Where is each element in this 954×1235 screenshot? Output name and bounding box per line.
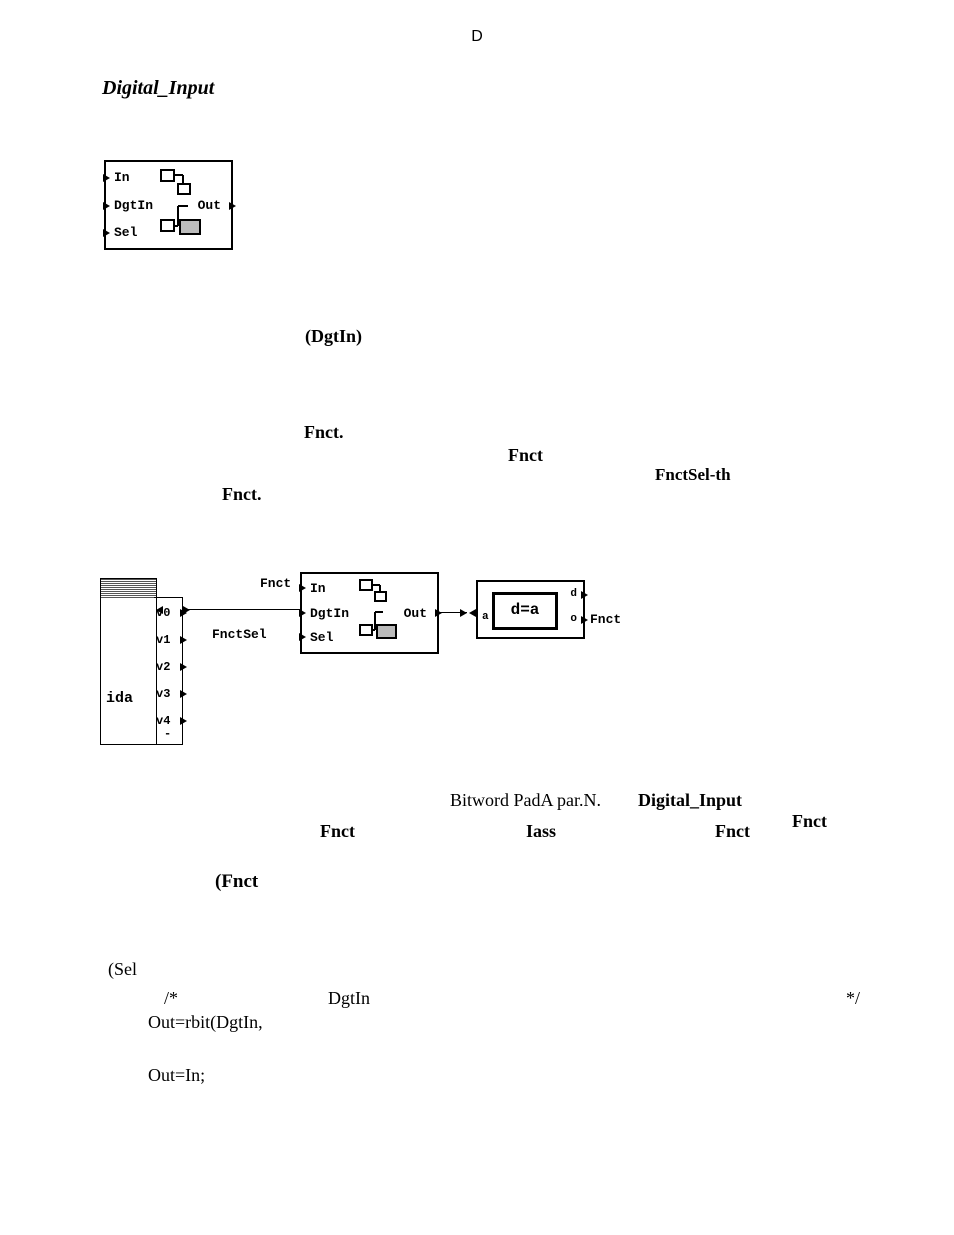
top-block-diagram: In DgtIn Sel Out (104, 160, 233, 250)
triangle-icon (180, 717, 187, 725)
v-port: v2 (156, 659, 170, 675)
triangle-icon (299, 609, 306, 617)
fnctsel-label: FnctSel-th (655, 464, 731, 487)
triangle-icon (229, 202, 236, 210)
page-title: Digital_Input (102, 75, 214, 102)
digital-input-block: In DgtIn Sel Out (300, 572, 439, 654)
compare-block: a d=a d o (476, 580, 585, 639)
arrowhead-icon (156, 606, 163, 614)
fnct-text: Fnct (320, 819, 355, 843)
o-port: o (570, 612, 577, 627)
dash: - (164, 726, 171, 742)
code-sel: (Sel (108, 957, 137, 981)
fnct-out-label: Fnct (590, 611, 621, 629)
top-block-dgtin: DgtIn (114, 197, 153, 215)
mux-icon (158, 166, 208, 244)
triangle-icon (299, 584, 306, 592)
middle-diagram: ida v0 v1 v2 v3 v4 - Fnct FnctSel In Dgt… (100, 578, 620, 748)
digital-input-text: Digital_Input (638, 788, 742, 812)
mid-dgtin: DgtIn (310, 605, 349, 623)
triangle-icon (180, 663, 187, 671)
triangle-icon (103, 229, 110, 237)
page-header-letter: D (471, 26, 483, 48)
top-block-in: In (114, 169, 130, 187)
dgtin-paren: (DgtIn) (305, 324, 362, 348)
fnct-text: Fnct (792, 809, 827, 833)
a-port: a (482, 610, 489, 625)
d-port: d (570, 587, 577, 602)
fnct-label: Fnct (508, 443, 543, 467)
triangle-icon (581, 616, 588, 624)
mid-sel: Sel (310, 629, 333, 647)
mid-in: In (310, 580, 326, 598)
mux-icon (357, 576, 407, 650)
triangle-icon (103, 174, 110, 182)
arrowhead-icon (469, 609, 476, 617)
fnctsel-wire-label: FnctSel (212, 626, 267, 644)
triangle-icon (299, 633, 306, 641)
mid-out: Out (404, 605, 427, 623)
code-line: /*DgtIn*/ (100, 986, 860, 1010)
triangle-icon (103, 202, 110, 210)
arrowhead-icon (183, 606, 190, 614)
fnct-paren: (Fnct (215, 869, 258, 895)
v-ports-block: v0 v1 v2 v3 v4 - (154, 597, 183, 745)
ida-shade (101, 579, 156, 599)
fnct-text: Fnct (715, 819, 750, 843)
code-block: /*DgtIn*/ Out=rbit(DgtIn, Out=In; (100, 986, 860, 1087)
v-port: v1 (156, 632, 170, 648)
triangle-icon (435, 609, 442, 617)
bitword-text: Bitword PadA par.N. (450, 788, 601, 812)
ida-block: ida (100, 578, 157, 745)
arrowhead-icon (460, 609, 467, 617)
code-line: Out=rbit(DgtIn, (100, 1010, 860, 1034)
compare-expr: d=a (492, 592, 558, 630)
fnct-wire-label: Fnct (260, 575, 291, 593)
iass-text: Iass (526, 819, 556, 843)
code-line: Out=In; (100, 1063, 860, 1087)
triangle-icon (180, 690, 187, 698)
fnct-label: Fnct. (222, 482, 262, 506)
v-port: v3 (156, 686, 170, 702)
wire (185, 609, 301, 610)
ida-label: ida (106, 689, 133, 709)
triangle-icon (581, 591, 588, 599)
fnct-label: Fnct. (304, 420, 344, 444)
top-block-sel: Sel (114, 224, 137, 242)
triangle-icon (180, 636, 187, 644)
